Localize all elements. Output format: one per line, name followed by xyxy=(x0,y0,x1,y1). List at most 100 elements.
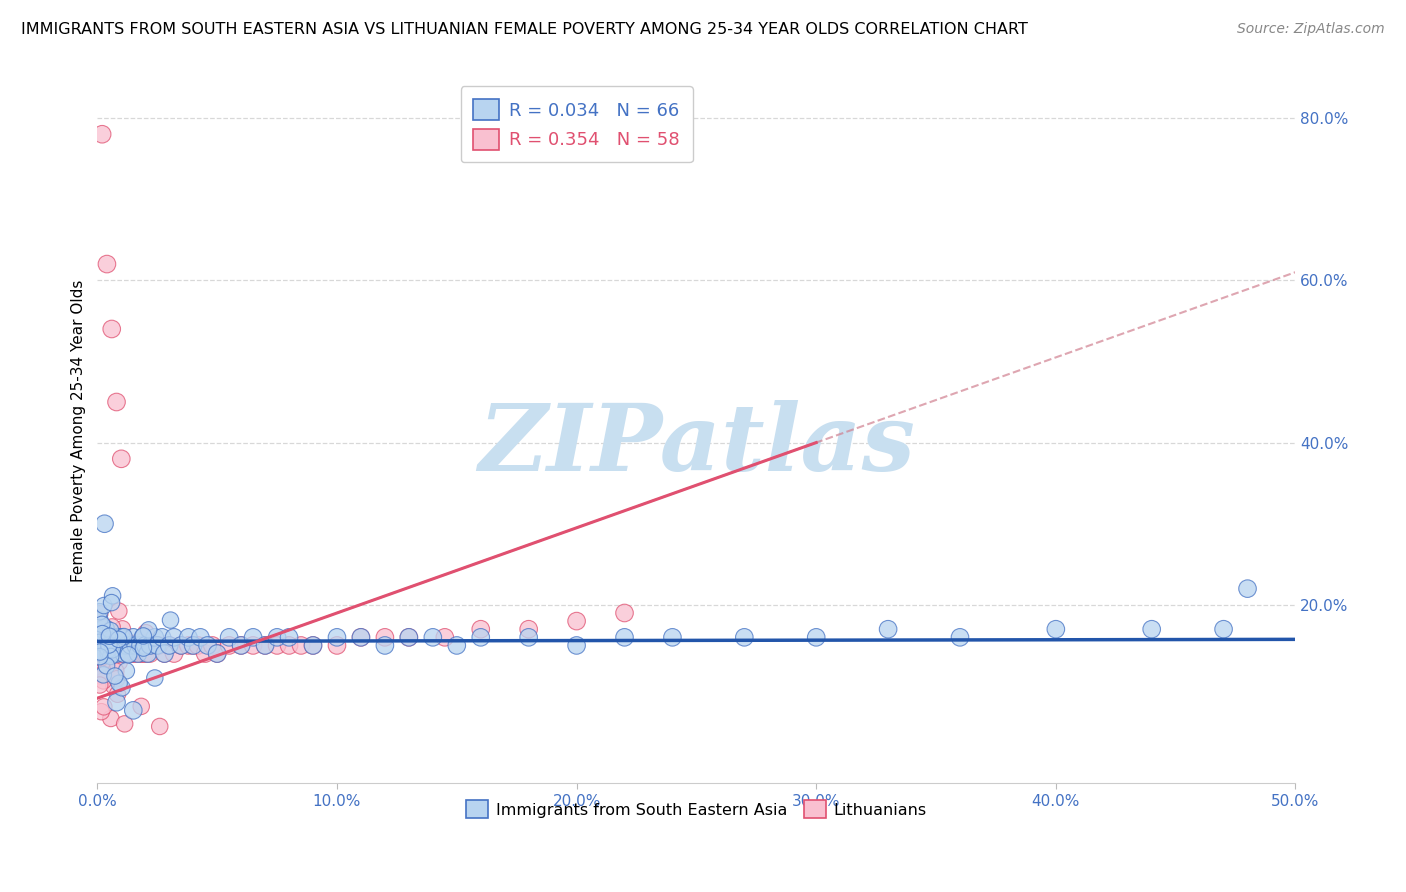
Point xyxy=(98,647,121,661)
Point xyxy=(129,635,152,649)
Point xyxy=(110,639,132,653)
Point xyxy=(110,451,132,466)
Point xyxy=(122,636,145,650)
Point xyxy=(1045,622,1067,636)
Point xyxy=(90,655,112,669)
Point xyxy=(229,639,252,653)
Point xyxy=(157,639,180,653)
Point xyxy=(877,622,900,636)
Point xyxy=(114,634,136,648)
Point xyxy=(153,647,176,661)
Point xyxy=(135,625,157,640)
Point xyxy=(190,630,212,644)
Point xyxy=(100,649,122,664)
Point xyxy=(91,647,114,661)
Point xyxy=(470,622,492,636)
Point xyxy=(120,647,142,661)
Point xyxy=(218,630,240,644)
Point xyxy=(127,639,149,653)
Point xyxy=(125,647,148,661)
Point xyxy=(565,639,588,653)
Point xyxy=(108,630,131,644)
Point xyxy=(326,639,349,653)
Point xyxy=(105,647,128,661)
Point xyxy=(470,630,492,644)
Point xyxy=(107,687,129,701)
Point xyxy=(517,630,540,644)
Point xyxy=(125,639,148,653)
Point xyxy=(89,646,111,660)
Point xyxy=(149,719,172,733)
Point xyxy=(1236,582,1258,596)
Point xyxy=(91,663,114,677)
Point xyxy=(89,647,111,661)
Point xyxy=(93,673,115,688)
Point xyxy=(117,647,139,661)
Point xyxy=(201,639,224,653)
Point xyxy=(93,647,115,661)
Point xyxy=(93,622,115,636)
Point xyxy=(170,639,193,653)
Point xyxy=(374,639,396,653)
Point xyxy=(949,630,972,644)
Point xyxy=(613,630,636,644)
Point xyxy=(96,639,118,653)
Point xyxy=(350,630,373,644)
Point xyxy=(146,639,169,653)
Point xyxy=(129,699,152,714)
Point xyxy=(98,647,121,661)
Point xyxy=(139,639,162,653)
Point xyxy=(290,639,312,653)
Point xyxy=(97,642,120,657)
Point xyxy=(153,647,176,661)
Point xyxy=(181,639,204,653)
Point xyxy=(111,681,134,695)
Point xyxy=(398,630,420,644)
Point xyxy=(89,607,111,621)
Y-axis label: Female Poverty Among 25-34 Year Olds: Female Poverty Among 25-34 Year Olds xyxy=(72,279,86,582)
Point xyxy=(104,669,127,683)
Point xyxy=(105,639,128,653)
Point xyxy=(105,647,128,661)
Point xyxy=(107,632,129,647)
Point xyxy=(110,630,132,644)
Point xyxy=(157,639,180,653)
Point xyxy=(132,630,155,644)
Point xyxy=(398,630,420,644)
Point xyxy=(100,322,122,336)
Point xyxy=(302,639,325,653)
Point xyxy=(111,622,134,636)
Point xyxy=(613,606,636,620)
Point xyxy=(1212,622,1234,636)
Point xyxy=(302,639,325,653)
Point xyxy=(89,645,111,659)
Point xyxy=(1140,622,1163,636)
Point xyxy=(91,630,114,644)
Point xyxy=(100,624,122,638)
Point xyxy=(134,647,156,661)
Point xyxy=(98,647,121,661)
Point xyxy=(177,639,200,653)
Point xyxy=(661,630,683,644)
Point xyxy=(565,614,588,628)
Text: ZIPatlas: ZIPatlas xyxy=(478,400,915,490)
Point xyxy=(103,647,125,661)
Text: IMMIGRANTS FROM SOUTH EASTERN ASIA VS LITHUANIAN FEMALE POVERTY AMONG 25-34 YEAR: IMMIGRANTS FROM SOUTH EASTERN ASIA VS LI… xyxy=(21,22,1028,37)
Point xyxy=(163,630,186,644)
Point xyxy=(254,639,277,653)
Point xyxy=(129,647,152,661)
Point xyxy=(89,613,111,627)
Point xyxy=(187,639,209,653)
Point xyxy=(122,647,145,661)
Point xyxy=(93,699,115,714)
Point xyxy=(446,639,468,653)
Point xyxy=(93,599,115,613)
Point xyxy=(163,647,186,661)
Point xyxy=(127,647,149,661)
Point xyxy=(103,639,125,653)
Point xyxy=(89,627,111,641)
Point xyxy=(120,639,142,653)
Point xyxy=(108,636,131,650)
Point xyxy=(229,639,252,653)
Point xyxy=(93,647,115,661)
